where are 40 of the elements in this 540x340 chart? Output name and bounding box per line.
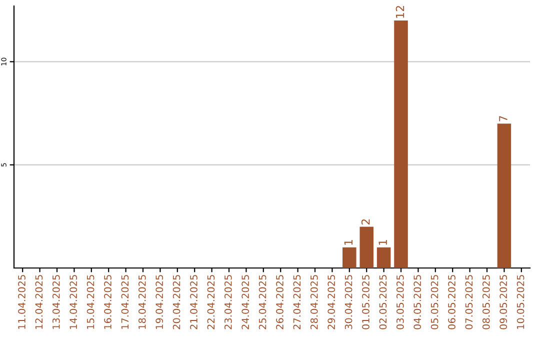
x-tick-label: 21.04.2025 bbox=[190, 275, 198, 330]
x-tick-label: 10.05.2025 bbox=[516, 275, 524, 329]
x-tick-label: 24.04.2025 bbox=[242, 275, 250, 330]
x-tick-label: 09.05.2025 bbox=[500, 275, 508, 330]
x-tick-label: 20.04.2025 bbox=[172, 275, 180, 330]
x-tick-label: 26.04.2025 bbox=[276, 275, 284, 330]
bar bbox=[497, 124, 512, 268]
x-tick-label: 15.04.2025 bbox=[86, 275, 94, 329]
data-label: 2 bbox=[361, 219, 370, 225]
x-tick-label: 07.05.2025 bbox=[465, 275, 473, 330]
x-tick-label: 17.04.2025 bbox=[121, 275, 129, 329]
x-tick-label: 27.04.2025 bbox=[293, 275, 301, 330]
x-tick-label: 16.04.2025 bbox=[104, 275, 112, 329]
x-tick-label: 11.04.2025 bbox=[18, 275, 26, 329]
x-tick-label: 22.04.2025 bbox=[207, 275, 215, 330]
data-label: 7 bbox=[499, 116, 508, 122]
x-tick-label: 04.05.2025 bbox=[414, 275, 422, 330]
data-label: 1 bbox=[378, 240, 387, 245]
x-tick-label: 28.04.2025 bbox=[310, 275, 318, 330]
x-tick-label: 06.05.2025 bbox=[448, 275, 456, 330]
x-tick-label: 25.04.2025 bbox=[258, 275, 266, 330]
data-label: 1 bbox=[344, 240, 352, 245]
data-label: 12 bbox=[396, 6, 404, 18]
x-tick-label: 08.05.2025 bbox=[482, 275, 490, 330]
x-tick-label: 12.04.2025 bbox=[35, 275, 43, 329]
x-tick-label: 18.04.2025 bbox=[138, 275, 146, 329]
x-tick-label: 23.04.2025 bbox=[224, 275, 232, 330]
bar bbox=[360, 226, 374, 268]
x-tick-label: 19.04.2025 bbox=[156, 275, 164, 329]
x-tick-label: 02.05.2025 bbox=[379, 275, 387, 330]
bar bbox=[342, 247, 356, 268]
bar bbox=[394, 20, 408, 268]
x-tick-label: 05.05.2025 bbox=[430, 275, 438, 330]
bar bbox=[376, 247, 391, 268]
x-tick-label: 29.04.2025 bbox=[328, 275, 336, 330]
x-tick-label: 03.05.2025 bbox=[396, 275, 404, 330]
x-tick-label: 01.05.2025 bbox=[362, 275, 370, 330]
x-tick-label: 30.04.2025 bbox=[344, 275, 352, 330]
x-tick-label: 14.04.2025 bbox=[70, 275, 78, 329]
x-tick-label: 13.04.2025 bbox=[52, 275, 60, 329]
